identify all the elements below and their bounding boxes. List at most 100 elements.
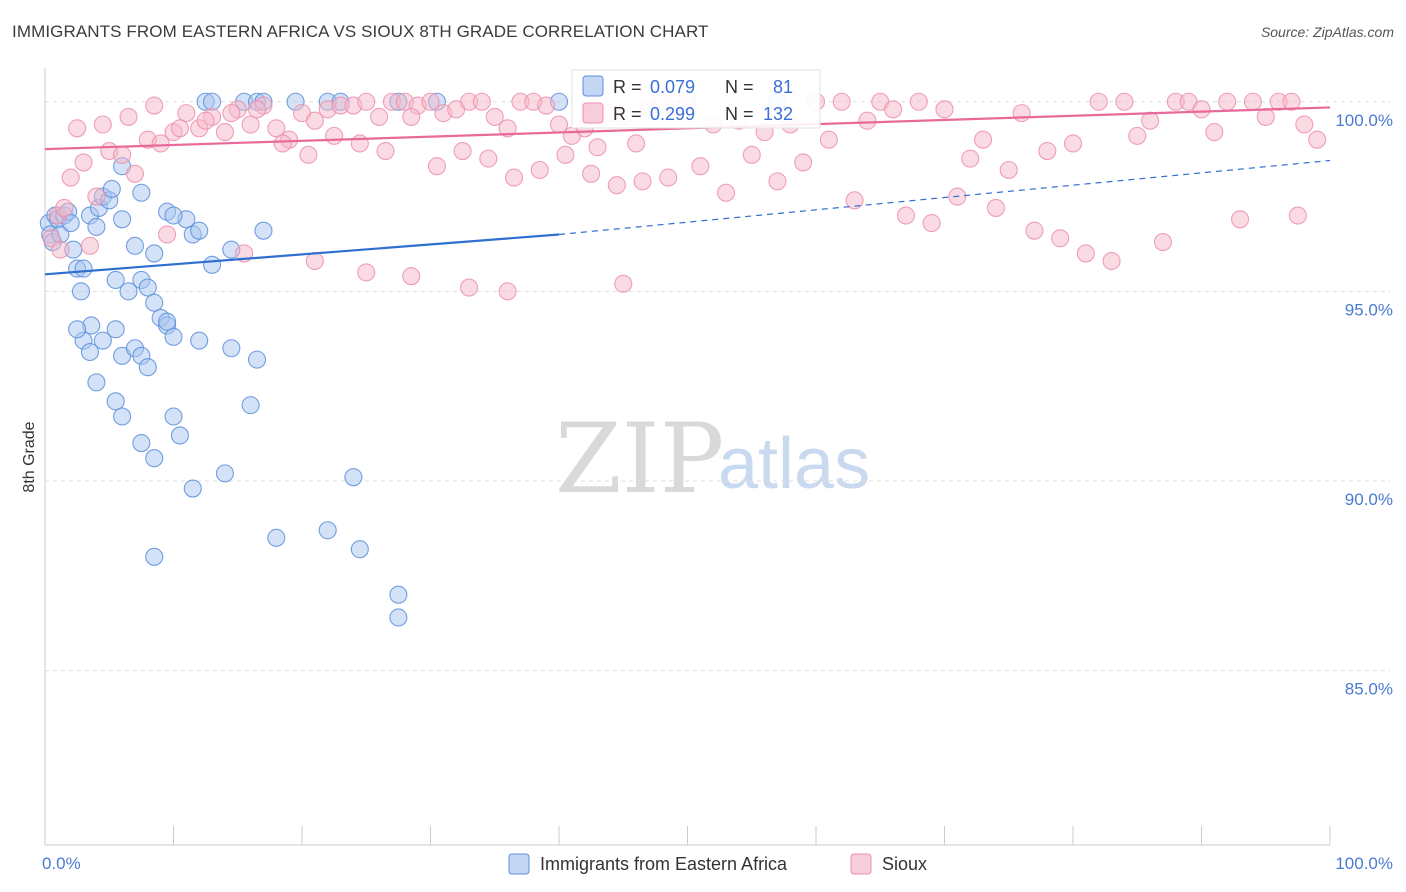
sioux-point-88 bbox=[196, 111, 215, 130]
sioux-point-100 bbox=[504, 168, 524, 187]
sioux-point-115 bbox=[922, 214, 941, 233]
y-axis-title: 8th Grade bbox=[21, 421, 38, 492]
eastern-africa-point-25 bbox=[164, 327, 183, 346]
sioux-point-125 bbox=[51, 240, 70, 259]
trend-line-blue-extension bbox=[558, 159, 1331, 236]
sioux-point-110 bbox=[768, 172, 787, 191]
legend-r-label-2: R = bbox=[613, 104, 642, 124]
sioux-point-57 bbox=[858, 111, 877, 130]
sioux-point-122 bbox=[1153, 233, 1172, 252]
sioux-point-4 bbox=[87, 187, 106, 206]
y-tick-labels: 100.0% 95.0% 90.0% 85.0% bbox=[1335, 111, 1393, 699]
sioux-point-94 bbox=[350, 134, 369, 153]
legend-box: R = 0.079 N = 81 R = 0.299 N = 132 bbox=[571, 69, 821, 129]
sioux-point-85 bbox=[119, 107, 138, 126]
x-tick-labels: 0.0% 100.0% bbox=[42, 854, 1393, 873]
sioux-point-16 bbox=[241, 115, 260, 134]
sioux-point-103 bbox=[582, 164, 601, 183]
eastern-africa-point-43 bbox=[132, 433, 151, 453]
legend-background bbox=[571, 69, 821, 129]
sioux-point-61 bbox=[935, 100, 954, 119]
eastern-africa-point-39 bbox=[68, 320, 87, 339]
sioux-point-30 bbox=[421, 92, 440, 111]
eastern-africa-point-47 bbox=[215, 464, 234, 483]
sioux-point-119 bbox=[1051, 229, 1070, 248]
sioux-point-3 bbox=[74, 153, 93, 172]
sioux-point-112 bbox=[819, 130, 838, 149]
eastern-africa-point-38 bbox=[80, 342, 100, 362]
sioux-point-104 bbox=[607, 176, 626, 195]
sioux-point-99 bbox=[479, 149, 498, 168]
sioux-point-2 bbox=[61, 168, 80, 187]
y-tick-label-2: 90.0% bbox=[1345, 490, 1393, 509]
y-tick-label-0: 100.0% bbox=[1335, 111, 1393, 130]
eastern-africa-point-22 bbox=[145, 293, 164, 312]
eastern-africa-point-44 bbox=[145, 449, 164, 468]
sioux-point-68 bbox=[1089, 92, 1108, 111]
sioux-point-117 bbox=[986, 198, 1005, 217]
eastern-africa-point-50 bbox=[247, 350, 267, 369]
sioux-point-59 bbox=[884, 100, 903, 119]
sioux-point-129 bbox=[305, 251, 324, 271]
legend-n-value-1: 81 bbox=[773, 77, 793, 97]
eastern-africa-point-27 bbox=[203, 255, 222, 274]
axes bbox=[44, 68, 1331, 846]
bottom-legend-label-blue: Immigrants from Eastern Africa bbox=[540, 854, 788, 874]
sioux-point-64 bbox=[999, 160, 1018, 180]
sioux-point-86 bbox=[145, 96, 164, 115]
sioux-point-108 bbox=[716, 183, 736, 202]
sioux-point-111 bbox=[794, 153, 813, 172]
eastern-africa-point-56 bbox=[389, 585, 408, 604]
sioux-point-46 bbox=[627, 134, 646, 153]
sioux-point-98 bbox=[453, 141, 472, 161]
sioux-point-34 bbox=[472, 92, 491, 111]
eastern-africa-point-51 bbox=[267, 528, 286, 547]
sioux-point-7 bbox=[125, 164, 144, 183]
eastern-africa-point-53 bbox=[318, 521, 337, 540]
eastern-africa-point-40 bbox=[87, 373, 106, 392]
sioux-point-101 bbox=[530, 160, 549, 180]
sioux-point-71 bbox=[1141, 111, 1160, 130]
eastern-africa-point-26 bbox=[190, 331, 209, 350]
sioux-point-66 bbox=[1038, 141, 1057, 161]
trend-line-blue bbox=[44, 233, 560, 276]
grid-lines bbox=[45, 101, 1390, 672]
bottom-legend-label-pink: Sioux bbox=[882, 854, 927, 874]
sioux-point-67 bbox=[1063, 134, 1083, 153]
sioux-point-62 bbox=[961, 149, 980, 168]
sioux-point-102 bbox=[556, 145, 575, 164]
sioux-point-9 bbox=[151, 134, 170, 153]
sioux-point-11 bbox=[177, 104, 196, 123]
sioux-point-89 bbox=[222, 104, 241, 123]
sioux-point-63 bbox=[973, 130, 993, 149]
sioux-point-134 bbox=[614, 274, 633, 293]
legend-n-label-2: N = bbox=[725, 104, 754, 124]
eastern-africa-point-19 bbox=[119, 282, 138, 301]
sioux-point-121 bbox=[1102, 251, 1121, 271]
sioux-point-126 bbox=[80, 236, 100, 255]
eastern-africa-point-60 bbox=[132, 183, 151, 202]
eastern-africa-point-48 bbox=[241, 396, 260, 415]
eastern-africa-point-64 bbox=[190, 221, 209, 240]
legend-swatch-blue bbox=[582, 75, 604, 97]
legend-r-value-2: 0.299 bbox=[650, 104, 695, 124]
sioux-point-132 bbox=[459, 278, 479, 297]
sioux-point-120 bbox=[1076, 244, 1095, 263]
sioux-point-1 bbox=[55, 198, 74, 217]
eastern-africa-point-54 bbox=[344, 468, 363, 487]
sioux-point-113 bbox=[845, 191, 864, 210]
eastern-africa-point-81 bbox=[158, 312, 177, 331]
sioux-point-83 bbox=[68, 119, 87, 138]
sioux-point-105 bbox=[633, 172, 652, 191]
sioux-point-80 bbox=[1282, 92, 1301, 111]
sioux-point-76 bbox=[1218, 92, 1237, 111]
eastern-africa-point-52 bbox=[183, 479, 202, 498]
sioux-point-39 bbox=[537, 96, 556, 115]
sioux-point-25 bbox=[357, 92, 376, 111]
legend-r-value-1: 0.079 bbox=[650, 77, 695, 97]
sioux-point-60 bbox=[909, 92, 928, 111]
sioux-point-26 bbox=[370, 107, 389, 126]
eastern-africa-point-18 bbox=[113, 210, 132, 229]
eastern-africa-point-42 bbox=[113, 407, 132, 426]
watermark-zip: ZIP bbox=[555, 403, 724, 515]
